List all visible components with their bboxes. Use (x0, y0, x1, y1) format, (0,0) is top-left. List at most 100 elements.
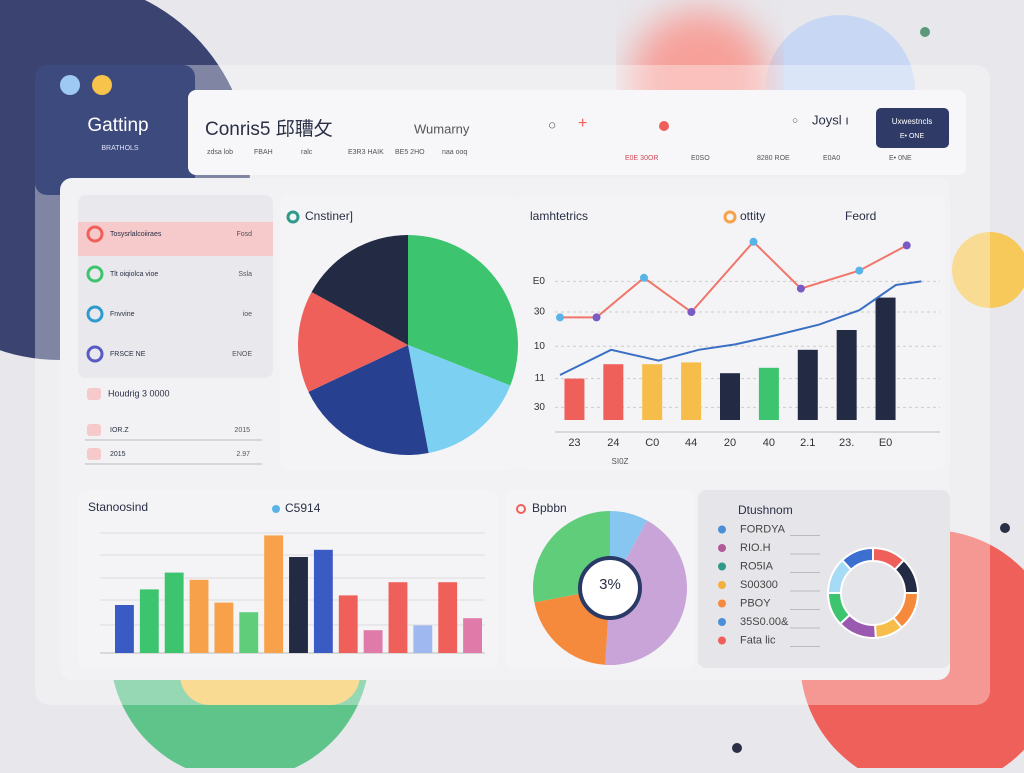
icon[interactable]: ○ (792, 116, 798, 127)
chart-title: lamhtetrics (530, 209, 588, 223)
y-tick-label: E0 (533, 276, 546, 287)
icon[interactable] (659, 121, 669, 131)
bar (463, 618, 482, 653)
row-label: Tosysrlalcoiiraes (110, 231, 162, 238)
x-tick-label: 23 (568, 437, 580, 449)
bar (338, 595, 358, 653)
legend-label: Feord (845, 209, 876, 223)
x-axis-label: SI0Z (612, 457, 629, 466)
bar (642, 364, 663, 420)
legend-icon (723, 210, 737, 224)
header-tab: E3R3 HAIK (348, 149, 384, 156)
row-label: 2015 (110, 451, 126, 458)
header-tab: E0A0 (823, 155, 840, 162)
icon[interactable]: + (578, 115, 587, 132)
decor-dot (732, 743, 742, 753)
slice (840, 546, 874, 572)
title-icon (516, 504, 526, 514)
donut-hole (578, 556, 642, 620)
row-label: Tlt oiqiolca vioe (110, 271, 158, 278)
x-tick-label: 24 (607, 437, 619, 449)
bar (758, 367, 779, 420)
row-value: 2.97 (236, 451, 250, 458)
legend-label: RO5IA (740, 560, 774, 572)
bar (239, 612, 259, 653)
bar (139, 589, 159, 653)
row-icon (86, 345, 104, 363)
bar (363, 630, 383, 653)
row-label: Fnvvine (110, 311, 135, 318)
header (188, 90, 966, 175)
icon[interactable]: ○ (548, 117, 556, 133)
row-value: ENOE (232, 351, 252, 358)
row-icon (86, 265, 104, 283)
bar (413, 625, 433, 653)
legend-dot (718, 544, 726, 552)
legend-dot (718, 581, 726, 589)
button-label[interactable]: Uxwestncls (892, 117, 932, 126)
slice (298, 292, 408, 392)
row-value: ioe (243, 311, 252, 318)
line (560, 240, 908, 319)
legend-title: Dtushnom (738, 503, 793, 517)
legend-label: PBOY (740, 597, 771, 609)
bar (720, 373, 740, 420)
decor-dot (920, 27, 930, 37)
header-button[interactable] (876, 108, 949, 148)
line-point (592, 313, 601, 322)
window-dot (60, 75, 80, 95)
slice (311, 235, 408, 345)
line-point (749, 237, 758, 246)
legend-dot (718, 525, 726, 534)
row-icon (87, 424, 101, 436)
legend-dot (718, 636, 726, 645)
sidebar-subtitle: BRATHOLS (101, 145, 139, 152)
bar (564, 378, 585, 420)
bar (214, 602, 234, 653)
legend-dot (718, 599, 726, 608)
header-tab: E• 0NE (889, 155, 912, 162)
title-icon (286, 210, 300, 224)
decor-circle (952, 232, 1024, 308)
sidebar-title: Gattinp (87, 115, 148, 136)
header-tab: E0E 30OR (625, 155, 658, 162)
header-tab: BE5 2HO (395, 149, 425, 156)
slice (308, 345, 429, 456)
legend-dot (718, 562, 726, 571)
button-sublabel[interactable]: E• ONE (900, 133, 925, 140)
x-tick-label: 20 (724, 437, 736, 449)
decor-dot (1000, 523, 1010, 533)
window-dot (92, 75, 112, 95)
user-name[interactable]: Joysl ı (812, 112, 849, 127)
header-tab: E0SO (691, 155, 710, 162)
bar (115, 605, 134, 653)
bar (797, 349, 818, 420)
header-tab: ralc (301, 149, 313, 156)
row-value: Fosd (236, 231, 252, 238)
legend-label: Fata lic (740, 634, 776, 646)
legend-label: FORDYA (740, 523, 786, 535)
y-tick-label: 30 (534, 307, 546, 318)
bar (836, 330, 857, 420)
row-icon (86, 225, 104, 243)
sidebar (35, 65, 195, 195)
legend-label: S00300 (740, 579, 778, 591)
header-tab: 8280 ROE (757, 155, 790, 162)
chart-subtitle: C5914 (285, 501, 321, 515)
bar (875, 297, 896, 420)
header-subtitle: Wumarny (414, 121, 470, 136)
chart-title: Cnstiner] (305, 209, 353, 223)
line-point (556, 313, 564, 322)
row-value: 2015 (234, 427, 250, 434)
legend-label: ottity (740, 209, 765, 223)
x-tick-label: 40 (763, 437, 775, 449)
header-title: Conris5 邱䏆攵 (205, 118, 333, 140)
title-icon (272, 505, 280, 513)
x-tick-label: 44 (685, 437, 697, 449)
x-tick-label: E0 (879, 437, 892, 449)
x-tick-label: 2.1 (800, 437, 815, 449)
bar (603, 364, 624, 420)
list-footer-title: Houdrig 3 0000 (108, 388, 170, 398)
header-tab: zdsa lob (207, 149, 233, 156)
row-icon (87, 448, 101, 460)
